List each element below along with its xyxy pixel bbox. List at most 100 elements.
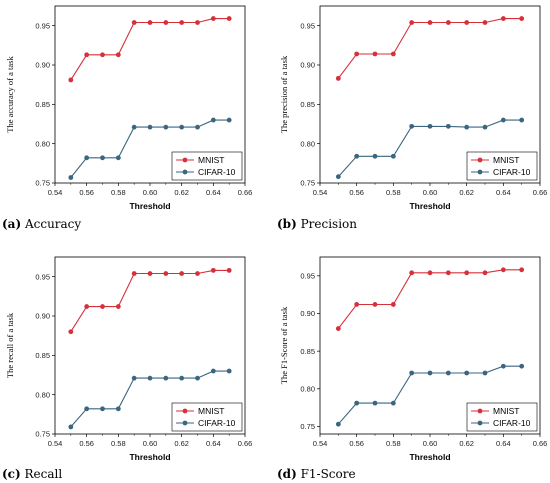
legend: MNIST CIFAR-10 bbox=[466, 402, 538, 432]
data-point bbox=[100, 406, 105, 412]
data-point bbox=[445, 370, 451, 376]
y-tick-label: 0.75 bbox=[35, 430, 50, 439]
x-tick-label: 0.60 bbox=[143, 188, 158, 197]
legend-marker bbox=[182, 408, 188, 414]
data-point bbox=[335, 75, 341, 81]
x-tick-label: 0.66 bbox=[238, 439, 253, 448]
y-tick-label: 0.75 bbox=[300, 179, 315, 188]
data-point bbox=[390, 51, 396, 57]
legend: MNIST CIFAR-10 bbox=[171, 151, 243, 181]
data-point bbox=[354, 51, 360, 57]
x-tick-label: 0.62 bbox=[174, 439, 189, 448]
x-tick-label: 0.58 bbox=[386, 439, 401, 448]
legend-marker bbox=[477, 420, 483, 426]
x-tick-label: 0.64 bbox=[206, 188, 221, 197]
x-tick-label: 0.66 bbox=[238, 188, 253, 197]
x-tick-label: 0.54 bbox=[313, 439, 328, 448]
data-point bbox=[372, 51, 378, 57]
caption-text: Precision bbox=[297, 217, 358, 231]
data-point bbox=[179, 375, 185, 381]
data-point bbox=[131, 20, 137, 25]
legend-box bbox=[466, 402, 538, 432]
data-point bbox=[482, 270, 488, 276]
panel-caption: (c) Recall bbox=[2, 467, 62, 481]
caption-text: Accuracy bbox=[21, 217, 81, 231]
legend-entry: CIFAR-10 bbox=[198, 418, 236, 428]
x-tick-label: 0.56 bbox=[349, 188, 364, 197]
data-point bbox=[464, 370, 470, 376]
series-line-mnist bbox=[337, 18, 522, 79]
data-point bbox=[100, 52, 105, 58]
data-point bbox=[226, 117, 232, 123]
data-point bbox=[482, 370, 488, 376]
x-tick-label: 0.54 bbox=[48, 188, 63, 197]
x-tick-label: 0.58 bbox=[111, 439, 126, 448]
chart-panel-1: 0.54 0.56 0.58 0.60 0.62 0.64 0.66 0.75 0.80 0.85… bbox=[2, 5, 253, 231]
x-tick-label: 0.62 bbox=[459, 439, 474, 448]
y-tick-label: 0.75 bbox=[300, 422, 315, 431]
data-point bbox=[147, 271, 153, 276]
panel-caption: (a) Accuracy bbox=[2, 217, 81, 231]
x-tick-label: 0.60 bbox=[423, 188, 438, 197]
legend-box bbox=[171, 402, 243, 432]
y-tick-label: 0.80 bbox=[300, 139, 315, 148]
legend: MNIST CIFAR-10 bbox=[171, 402, 243, 432]
data-point bbox=[163, 375, 169, 381]
data-point bbox=[226, 368, 232, 374]
data-point bbox=[210, 368, 216, 374]
y-tick-label: 0.90 bbox=[35, 61, 50, 70]
x-tick-label: 0.60 bbox=[423, 439, 438, 448]
data-point bbox=[335, 326, 341, 331]
data-point bbox=[68, 329, 74, 335]
legend-marker bbox=[477, 169, 483, 175]
data-point bbox=[427, 123, 433, 129]
chart-panel-3: 0.54 0.56 0.58 0.60 0.62 0.64 0.66 0.75 0.80 0.85… bbox=[2, 256, 253, 481]
series-line-mnist bbox=[70, 18, 230, 81]
y-axis-title: The recall of a task bbox=[5, 312, 15, 378]
data-point bbox=[163, 124, 169, 130]
data-point bbox=[354, 302, 360, 307]
data-point bbox=[210, 267, 216, 273]
y-tick-label: 0.85 bbox=[300, 347, 315, 356]
x-tick-label: 0.54 bbox=[48, 439, 63, 448]
data-point bbox=[445, 123, 451, 129]
x-tick-label: 0.66 bbox=[533, 439, 548, 448]
y-tick-label: 0.95 bbox=[300, 272, 315, 281]
data-point bbox=[372, 302, 378, 307]
x-tick-label: 0.58 bbox=[111, 188, 126, 197]
legend-marker bbox=[182, 420, 188, 426]
data-point bbox=[195, 271, 200, 276]
legend-marker bbox=[182, 169, 188, 175]
x-axis-title: Threshold bbox=[409, 201, 450, 211]
y-axis-title: The F1-Score of a task bbox=[279, 306, 289, 384]
data-point bbox=[409, 370, 415, 376]
data-point bbox=[195, 375, 200, 381]
data-point bbox=[427, 270, 433, 276]
data-point bbox=[131, 375, 137, 381]
x-tick-label: 0.64 bbox=[496, 439, 511, 448]
caption-letter: (b) bbox=[277, 217, 297, 231]
data-point bbox=[115, 155, 121, 161]
chart-panel-4: 0.54 0.56 0.58 0.60 0.62 0.64 0.66 0.75 0.80 0.85… bbox=[277, 256, 548, 481]
data-point bbox=[131, 124, 137, 130]
y-tick-label: 0.85 bbox=[35, 351, 50, 360]
x-tick-label: 0.66 bbox=[533, 188, 548, 197]
y-tick-label: 0.80 bbox=[35, 139, 50, 148]
legend-entry: MNIST bbox=[198, 155, 224, 165]
data-point bbox=[210, 16, 216, 21]
x-tick-label: 0.56 bbox=[349, 439, 364, 448]
data-point bbox=[500, 267, 506, 273]
data-point bbox=[226, 16, 232, 21]
data-point bbox=[115, 304, 121, 309]
data-point bbox=[519, 117, 525, 123]
data-point bbox=[482, 20, 488, 25]
y-tick-label: 0.85 bbox=[35, 100, 50, 109]
series-line-mnist bbox=[337, 269, 522, 329]
caption-text: F1-Score bbox=[297, 467, 356, 481]
chart-panel-2: 0.54 0.56 0.58 0.60 0.62 0.64 0.66 0.75 0.80 0.85… bbox=[277, 5, 548, 231]
data-point bbox=[482, 124, 488, 130]
legend-entry: MNIST bbox=[493, 406, 519, 416]
x-tick-label: 0.64 bbox=[496, 188, 511, 197]
data-point bbox=[115, 406, 121, 412]
data-point bbox=[68, 175, 74, 180]
